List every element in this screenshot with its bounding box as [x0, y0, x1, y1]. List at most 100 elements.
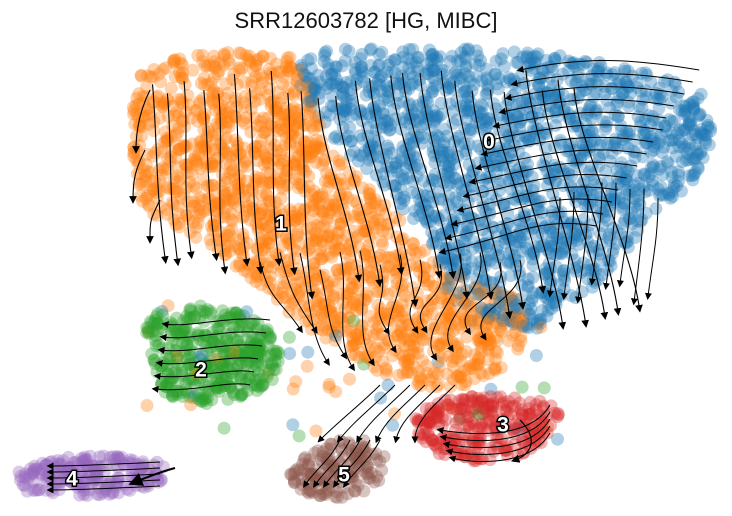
cell-point-cluster-3: [419, 421, 433, 435]
cell-point-cluster-1: [142, 102, 156, 115]
cell-point-cluster-2: [260, 325, 274, 339]
cell-point-cluster-0: [552, 85, 565, 99]
cell-point-cluster-0: [616, 200, 630, 214]
cell-point-cluster-0: [391, 76, 405, 90]
cell-point-cluster-1: [259, 187, 273, 201]
cell-point-cluster-1: [271, 153, 285, 167]
cell-point-cluster-1: [174, 69, 188, 83]
cell-point-cluster-0: [305, 85, 318, 99]
cell-point-cluster-2: [183, 303, 197, 317]
cell-point-cluster-2: [204, 307, 218, 321]
cell-point-cluster-1: [402, 332, 416, 346]
cell-point-cluster-1: [314, 311, 328, 325]
cell-point-cluster-0: [644, 130, 657, 144]
cell-point-cluster-1: [223, 57, 237, 71]
cell-point-cluster-2: [248, 363, 262, 377]
cell-point-cluster-1: [265, 95, 279, 109]
cell-point-cluster-1: [374, 302, 388, 316]
cell-point-cluster-2: [249, 350, 263, 364]
cell-point-cluster-5: [369, 447, 383, 461]
cell-point-cluster-1: [370, 327, 384, 341]
cell-point-cluster-3: [483, 453, 497, 467]
cell-point-cluster-0: [437, 64, 451, 78]
cell-point-cluster-1: [310, 303, 323, 317]
cell-point-cluster-0: [317, 55, 331, 68]
cell-point-cluster-0: [439, 83, 453, 97]
cell-point-cluster-1: [258, 241, 271, 255]
cell-point-cluster-0: [545, 233, 559, 247]
cell-point-cluster-1: [268, 138, 282, 152]
cell-point-cluster-5: [320, 458, 334, 471]
cell-point-cluster-5: [335, 490, 349, 504]
cell-point-cluster-2: [217, 379, 231, 393]
cell-point-cluster-1: [316, 323, 330, 337]
cell-point-cluster-1: [189, 155, 203, 169]
cell-point-cluster-0: [426, 48, 440, 61]
cell-point-cluster-1: [444, 318, 458, 332]
cell-point-cluster-1: [293, 275, 307, 289]
cell-point-cluster-1: [160, 131, 174, 145]
cell-point-cluster-0: [426, 71, 440, 85]
cell-point-cluster-0: [590, 64, 604, 78]
cell-point-cluster-0: [477, 112, 491, 126]
cell-point-cluster-0: [556, 67, 570, 81]
cell-point-cluster-0: [475, 259, 489, 273]
cell-point-cluster-1: [240, 159, 254, 173]
cell-point-cluster-3: [508, 421, 522, 435]
cell-point-cluster-1: [484, 337, 498, 351]
cell-point-cluster-0: [450, 54, 464, 68]
cell-point-cluster-0: [343, 121, 357, 135]
cell-point-cluster-1: [150, 181, 164, 195]
cell-point-cluster-1: [171, 93, 185, 106]
cell-point-cluster-1: [348, 348, 362, 362]
cell-point-cluster-2: [210, 345, 224, 358]
cell-point-cluster-1: [361, 349, 375, 363]
cell-point-cluster-1: [310, 140, 324, 154]
cell-point-cluster-1: [517, 308, 531, 322]
cell-point-cluster-1: [309, 273, 323, 287]
cell-point-cluster-0: [592, 69, 606, 83]
cell-point-cluster-1: [425, 307, 439, 321]
cell-point-cluster-1: [451, 369, 465, 383]
cell-point-cluster-0: [696, 126, 710, 140]
cell-point-cluster-0: [413, 78, 427, 92]
cell-point-cluster-0: [425, 172, 439, 186]
cell-point-cluster-3: [495, 413, 509, 427]
cell-point-cluster-2: [201, 391, 215, 405]
cell-point-cluster-1: [261, 88, 275, 102]
cell-point-cluster-0: [427, 235, 441, 249]
cell-point-cluster-0: [388, 66, 402, 80]
cell-point-cluster-0: [459, 61, 473, 75]
cell-point-cluster-1: [295, 208, 309, 222]
cell-point-cluster-3: [450, 403, 464, 417]
cell-point-cluster-4: [73, 478, 87, 491]
cell-point-cluster-1: [250, 53, 264, 67]
cell-point-cluster-2: [218, 379, 232, 392]
cell-point-cluster-1: [202, 125, 216, 139]
cell-point-cluster-1: [306, 204, 320, 217]
cell-point-cluster-1: [160, 202, 174, 216]
cell-point-cluster-0: [356, 149, 369, 163]
cell-point-cluster-0: [381, 113, 395, 127]
cell-point-cluster-0: [483, 275, 497, 289]
cell-point-cluster-0: [371, 134, 385, 148]
cell-point-cluster-0: [283, 347, 297, 360]
cell-point-cluster-1: [202, 203, 216, 216]
cell-point-cluster-0: [545, 168, 559, 182]
cell-point-cluster-1: [362, 231, 376, 245]
cell-point-cluster-0: [468, 281, 482, 295]
cell-point-cluster-0: [527, 245, 541, 259]
cell-point-cluster-0: [323, 108, 337, 122]
cell-point-cluster-4: [30, 462, 44, 476]
cell-point-cluster-0: [380, 114, 394, 128]
cell-point-cluster-4: [90, 466, 104, 480]
cell-point-cluster-1: [381, 226, 395, 240]
cell-point-cluster-1: [282, 64, 296, 78]
cell-point-cluster-4: [51, 466, 65, 479]
cell-point-cluster-1: [174, 171, 187, 185]
cell-point-cluster-3: [464, 405, 478, 419]
cell-point-cluster-2: [165, 389, 179, 403]
cell-point-cluster-1: [334, 216, 348, 230]
cell-point-cluster-1: [396, 310, 410, 324]
cell-point-cluster-2: [214, 339, 227, 353]
